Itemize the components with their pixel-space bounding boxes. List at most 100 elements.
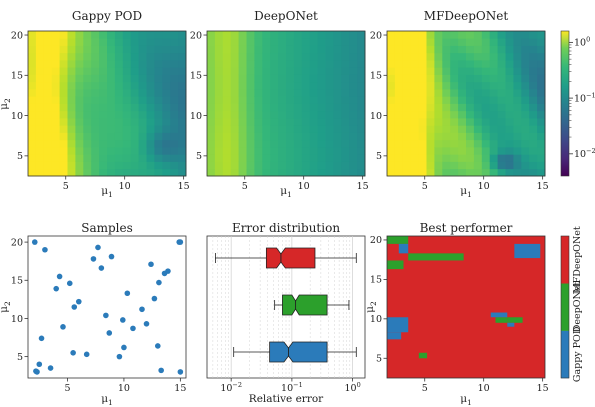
- heatmap-cell: [309, 67, 318, 75]
- heatmap-cell: [426, 132, 435, 141]
- x-tick-label: 5: [64, 383, 70, 394]
- heatmap-cell: [278, 125, 287, 133]
- heatmap-cell: [387, 67, 396, 75]
- heatmap-cell: [146, 103, 155, 112]
- heatmap-cell: [293, 81, 303, 90]
- heatmap-cell: [28, 110, 37, 119]
- heatmap-cell: [207, 74, 216, 83]
- heatmap-cell: [333, 154, 342, 162]
- heatmap-cell: [521, 168, 530, 177]
- heatmap-cell: [178, 67, 187, 75]
- heatmap-cell: [333, 103, 342, 112]
- heatmap-cell: [107, 118, 116, 126]
- y-tick-label: 5: [376, 354, 382, 365]
- heatmap-cell: [418, 96, 427, 104]
- heatmap-cell: [325, 125, 334, 133]
- heatmap-cell: [278, 45, 287, 54]
- heatmap-cell: [170, 132, 179, 141]
- heatmap-cell: [402, 74, 412, 83]
- heatmap-cell: [254, 45, 263, 54]
- heatmap-cell: [418, 45, 427, 54]
- heatmap-cell: [83, 74, 92, 83]
- heatmap-cell: [357, 45, 366, 54]
- heatmap-cell: [270, 45, 279, 54]
- heatmap-cell: [325, 168, 334, 177]
- heatmap-cell: [325, 96, 334, 104]
- y-tick-label: 5: [376, 151, 382, 162]
- heatmap-cell: [325, 31, 334, 39]
- y-tick-label: 5: [196, 151, 202, 162]
- heatmap-cell: [387, 168, 396, 177]
- x-tick-label: 15: [537, 383, 549, 394]
- heatmap-cell: [442, 154, 451, 162]
- heatmap-cell: [301, 147, 311, 155]
- heatmap-cell: [51, 118, 60, 126]
- heatmap-cell: [28, 45, 37, 54]
- heatmap-cell: [75, 110, 84, 119]
- heatmap-cell: [178, 60, 187, 68]
- heatmap-cell: [222, 161, 232, 170]
- heatmap-cell: [138, 168, 147, 177]
- heatmap-cell: [410, 103, 419, 112]
- sample-point: [106, 330, 113, 336]
- heatmap-cell: [357, 139, 366, 148]
- heatmap-cell: [230, 168, 239, 177]
- heatmap-cell: [162, 110, 171, 119]
- heatmap-cell: [238, 96, 247, 104]
- heatmap-cell: [513, 60, 522, 68]
- heatmap-cell: [43, 110, 53, 119]
- heatmap-cell: [99, 147, 108, 155]
- heatmap-cell: [238, 132, 247, 141]
- heatmap-cell: [162, 96, 171, 104]
- heatmap-cell: [497, 154, 506, 162]
- heatmap-cell: [28, 132, 37, 141]
- heatmap-cell: [418, 103, 427, 112]
- heatmap-cell: [207, 31, 216, 39]
- heatmap-cell: [489, 89, 498, 97]
- heatmap-cell: [450, 118, 459, 126]
- heatmap-cell: [402, 139, 412, 148]
- heatmap-cell: [426, 168, 435, 177]
- heatmap-cell: [513, 52, 522, 61]
- heatmap-cell: [473, 52, 483, 61]
- heatmap-cell: [458, 168, 467, 177]
- heatmap-cell: [309, 52, 318, 61]
- heatmap-cell: [349, 139, 358, 148]
- heatmap-cell: [83, 154, 92, 162]
- heatmap-cell: [59, 45, 68, 54]
- heatmap-cell: [293, 60, 303, 68]
- heatmap-cell: [301, 67, 311, 75]
- heatmap-cell: [230, 96, 239, 104]
- heatmap-cell: [481, 31, 491, 39]
- heatmap-cell: [426, 139, 435, 148]
- heatmap-cell: [434, 67, 443, 75]
- heatmap-cell: [333, 147, 342, 155]
- heatmap-cell: [162, 74, 171, 83]
- heatmap-cell: [278, 52, 287, 61]
- heatmap-cell: [317, 60, 326, 68]
- heatmap-cell: [325, 52, 334, 61]
- heatmap-cell: [529, 154, 538, 162]
- heatmap-cell: [394, 139, 404, 148]
- heatmap-cell: [43, 38, 53, 46]
- heatmap-cell: [91, 38, 100, 46]
- heatmap-cell: [214, 89, 224, 97]
- sample-point: [42, 246, 48, 253]
- y-tick-label: 15: [370, 71, 382, 82]
- heatmap-cell: [410, 31, 419, 39]
- heatmap-cell: [505, 110, 514, 119]
- heatmap-cell: [43, 118, 53, 126]
- heatmap-cell: [537, 125, 546, 133]
- heatmap-cell: [154, 161, 163, 170]
- y-tick-label: 20: [190, 30, 202, 41]
- heatmap-cell: [178, 161, 187, 170]
- heatmap-cell: [458, 81, 467, 90]
- x-tick-label: 15: [178, 181, 190, 192]
- heatmap-cell: [458, 132, 467, 141]
- panel-samples: Samples 5 10 15 5 10 15 20 μ1 μ2: [0, 221, 186, 407]
- heatmap-cell: [402, 147, 412, 155]
- heatmap-cell: [333, 81, 342, 90]
- heatmap-cell: [59, 31, 68, 39]
